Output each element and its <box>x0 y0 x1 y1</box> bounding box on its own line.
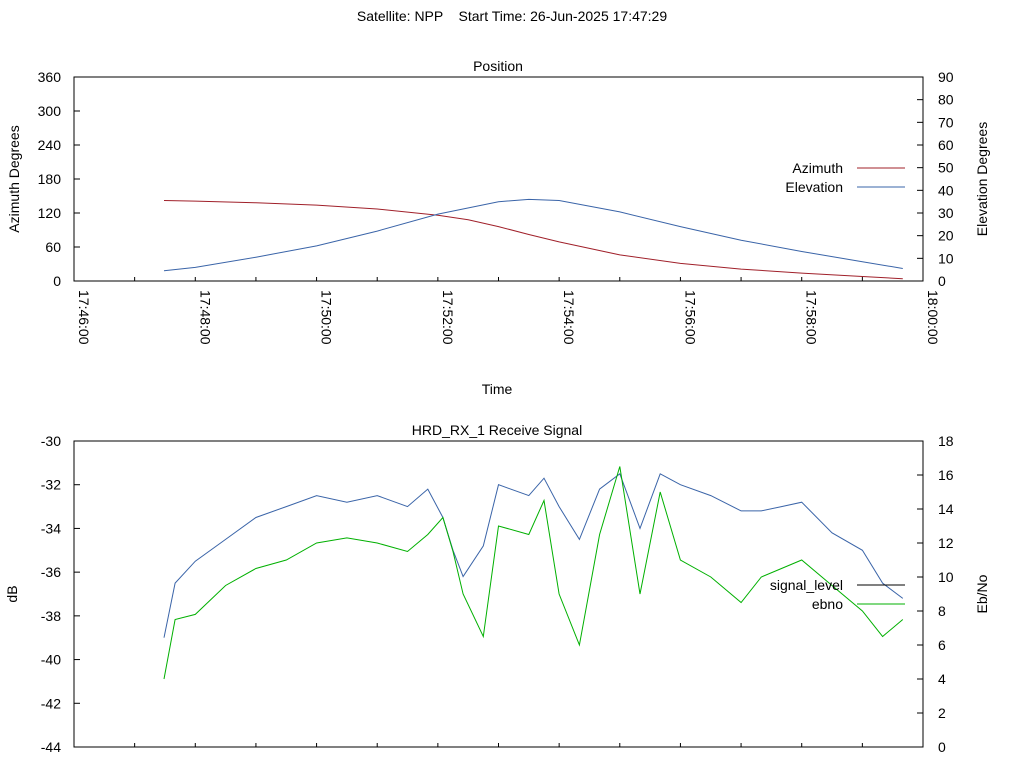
y2-tick-label: 70 <box>938 114 954 130</box>
y2-tick-label: 8 <box>938 603 946 619</box>
y-tick-label: -44 <box>41 739 61 755</box>
y-tick-label: 120 <box>38 205 62 221</box>
legend-label: Elevation <box>785 179 843 195</box>
signal-plot-frame <box>73 440 924 748</box>
x-tick-label: 17:54:00 <box>561 290 577 345</box>
position-y-axis-label: Azimuth Degrees <box>6 125 22 232</box>
page-title: Satellite: NPP Start Time: 26-Jun-2025 1… <box>0 8 1024 24</box>
position-x-axis-label: Time <box>482 381 513 397</box>
y2-tick-label: 10 <box>938 569 954 585</box>
y2-tick-label: 90 <box>938 69 954 85</box>
y-tick-label: 60 <box>45 239 61 255</box>
x-tick-label: 18:00:00 <box>925 290 941 345</box>
position-chart-title: Position <box>473 58 523 74</box>
x-tick-label: 17:48:00 <box>197 290 213 345</box>
y2-tick-label: 12 <box>938 535 954 551</box>
y-tick-label: 360 <box>38 69 62 85</box>
y-tick-label: 300 <box>38 103 62 119</box>
y2-tick-label: 2 <box>938 705 946 721</box>
satellite-label: Satellite: NPP <box>356 8 443 24</box>
position-chart: Position Time Azimuth Degrees Elevation … <box>6 58 990 397</box>
y2-tick-label: 50 <box>938 160 954 176</box>
y2-tick-label: 16 <box>938 467 954 483</box>
series-line-signal-level <box>163 472 904 638</box>
x-tick-label: 17:46:00 <box>76 290 92 345</box>
y-tick-label: 240 <box>38 137 62 153</box>
series-line-ebno <box>163 466 904 680</box>
y-tick-label: -30 <box>41 433 61 449</box>
signal-chart-title: HRD_RX_1 Receive Signal <box>412 422 582 438</box>
y2-tick-label: 40 <box>938 182 954 198</box>
y2-tick-label: 10 <box>938 250 954 266</box>
x-tick-label: 17:56:00 <box>682 290 698 345</box>
x-tick-label: 17:58:00 <box>804 290 820 345</box>
y-tick-label: 180 <box>38 171 62 187</box>
receive-signal-chart: HRD_RX_1 Receive Signal dB Eb/No -44 -42 -… <box>4 422 990 755</box>
y2-tick-label: 6 <box>938 637 946 653</box>
y-tick-label: -42 <box>41 695 61 711</box>
y-tick-label: 0 <box>53 273 61 289</box>
y2-tick-label: 20 <box>938 228 954 244</box>
y2-tick-label: 14 <box>938 501 954 517</box>
y-tick-label: -38 <box>41 608 61 624</box>
series-line-Elevation <box>163 198 903 272</box>
y-tick-label: -36 <box>41 564 61 580</box>
position-y2-axis-label: Elevation Degrees <box>974 122 990 236</box>
y2-tick-label: 0 <box>938 273 946 289</box>
x-tick-label: 17:52:00 <box>440 290 456 345</box>
legend-label: Azimuth <box>792 160 843 176</box>
y2-tick-label: 0 <box>938 739 946 755</box>
x-tick-label: 17:50:00 <box>319 290 335 345</box>
legend-label: ebno <box>812 596 843 612</box>
y2-tick-label: 18 <box>938 433 954 449</box>
y2-tick-label: 60 <box>938 137 954 153</box>
series-line-Azimuth <box>163 200 903 280</box>
legend-label: signal_level <box>770 577 843 593</box>
start-time-label: Start Time: 26-Jun-2025 17:47:29 <box>458 8 668 24</box>
y2-tick-label: 30 <box>938 205 954 221</box>
y2-tick-label: 4 <box>938 671 946 687</box>
signal-y-axis-label: dB <box>4 585 20 602</box>
y-tick-label: -34 <box>41 520 61 536</box>
y-tick-label: -32 <box>41 477 61 493</box>
y2-tick-label: 80 <box>938 92 954 108</box>
signal-y2-axis-label: Eb/No <box>974 574 990 613</box>
y-tick-label: -40 <box>41 652 61 668</box>
